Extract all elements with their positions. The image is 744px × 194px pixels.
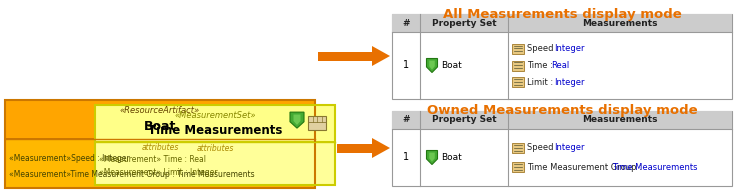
Text: «MeasurementSet»: «MeasurementSet» [174, 111, 256, 120]
Polygon shape [293, 114, 301, 125]
Text: «ResourceArtifact»: «ResourceArtifact» [120, 106, 200, 115]
FancyBboxPatch shape [5, 139, 315, 188]
Text: #: # [403, 115, 410, 125]
FancyBboxPatch shape [392, 14, 732, 99]
Polygon shape [290, 112, 304, 128]
Text: «Measurement» Time : Real: «Measurement» Time : Real [99, 155, 206, 164]
Text: Boat: Boat [441, 61, 462, 70]
Text: «Measurement»Speed : Integer: «Measurement»Speed : Integer [9, 154, 129, 163]
Text: Time Measurements: Time Measurements [612, 163, 698, 171]
FancyBboxPatch shape [5, 100, 315, 139]
Text: Property Set: Property Set [432, 115, 496, 125]
FancyBboxPatch shape [308, 116, 326, 130]
Text: All Measurements display mode: All Measurements display mode [443, 8, 682, 21]
Text: Integer: Integer [554, 78, 585, 87]
Text: «Measurement» Limit : Integer: «Measurement» Limit : Integer [99, 168, 218, 177]
Text: #: # [403, 18, 410, 28]
FancyBboxPatch shape [512, 44, 524, 54]
FancyBboxPatch shape [512, 61, 524, 70]
Text: Real: Real [551, 61, 569, 70]
FancyBboxPatch shape [337, 144, 372, 152]
FancyBboxPatch shape [392, 111, 732, 186]
FancyBboxPatch shape [95, 142, 335, 185]
Text: Time Measurements: Time Measurements [148, 124, 282, 137]
Text: 1: 1 [403, 152, 409, 163]
Polygon shape [372, 46, 390, 66]
Text: Measurements: Measurements [583, 115, 658, 125]
Text: Speed :: Speed : [527, 144, 562, 152]
FancyBboxPatch shape [318, 51, 372, 61]
FancyBboxPatch shape [512, 77, 524, 87]
Polygon shape [426, 59, 437, 73]
FancyBboxPatch shape [512, 143, 524, 153]
FancyBboxPatch shape [512, 162, 524, 172]
Text: Property Set: Property Set [432, 18, 496, 28]
Text: Integer: Integer [554, 44, 585, 53]
FancyBboxPatch shape [392, 14, 732, 32]
Polygon shape [429, 153, 434, 162]
Text: Integer: Integer [554, 144, 585, 152]
Polygon shape [426, 151, 437, 165]
Text: Speed :: Speed : [527, 44, 562, 53]
Text: Time Measurement Group :: Time Measurement Group : [527, 163, 644, 171]
Text: attributes: attributes [196, 144, 234, 153]
Text: Time :: Time : [527, 61, 556, 70]
Text: «Measurement»Time Measurement Group : Time Measurements: «Measurement»Time Measurement Group : Ti… [9, 170, 254, 179]
Text: Limit :: Limit : [527, 78, 556, 87]
Polygon shape [372, 138, 390, 158]
Polygon shape [429, 61, 434, 70]
Text: Measurements: Measurements [583, 18, 658, 28]
Text: Boat: Boat [144, 120, 176, 133]
Text: Boat: Boat [441, 153, 462, 162]
FancyBboxPatch shape [392, 111, 732, 129]
FancyBboxPatch shape [95, 105, 335, 142]
Text: Owned Measurements display mode: Owned Measurements display mode [427, 104, 697, 117]
Text: 1: 1 [403, 61, 409, 70]
Text: attributes: attributes [141, 143, 179, 152]
